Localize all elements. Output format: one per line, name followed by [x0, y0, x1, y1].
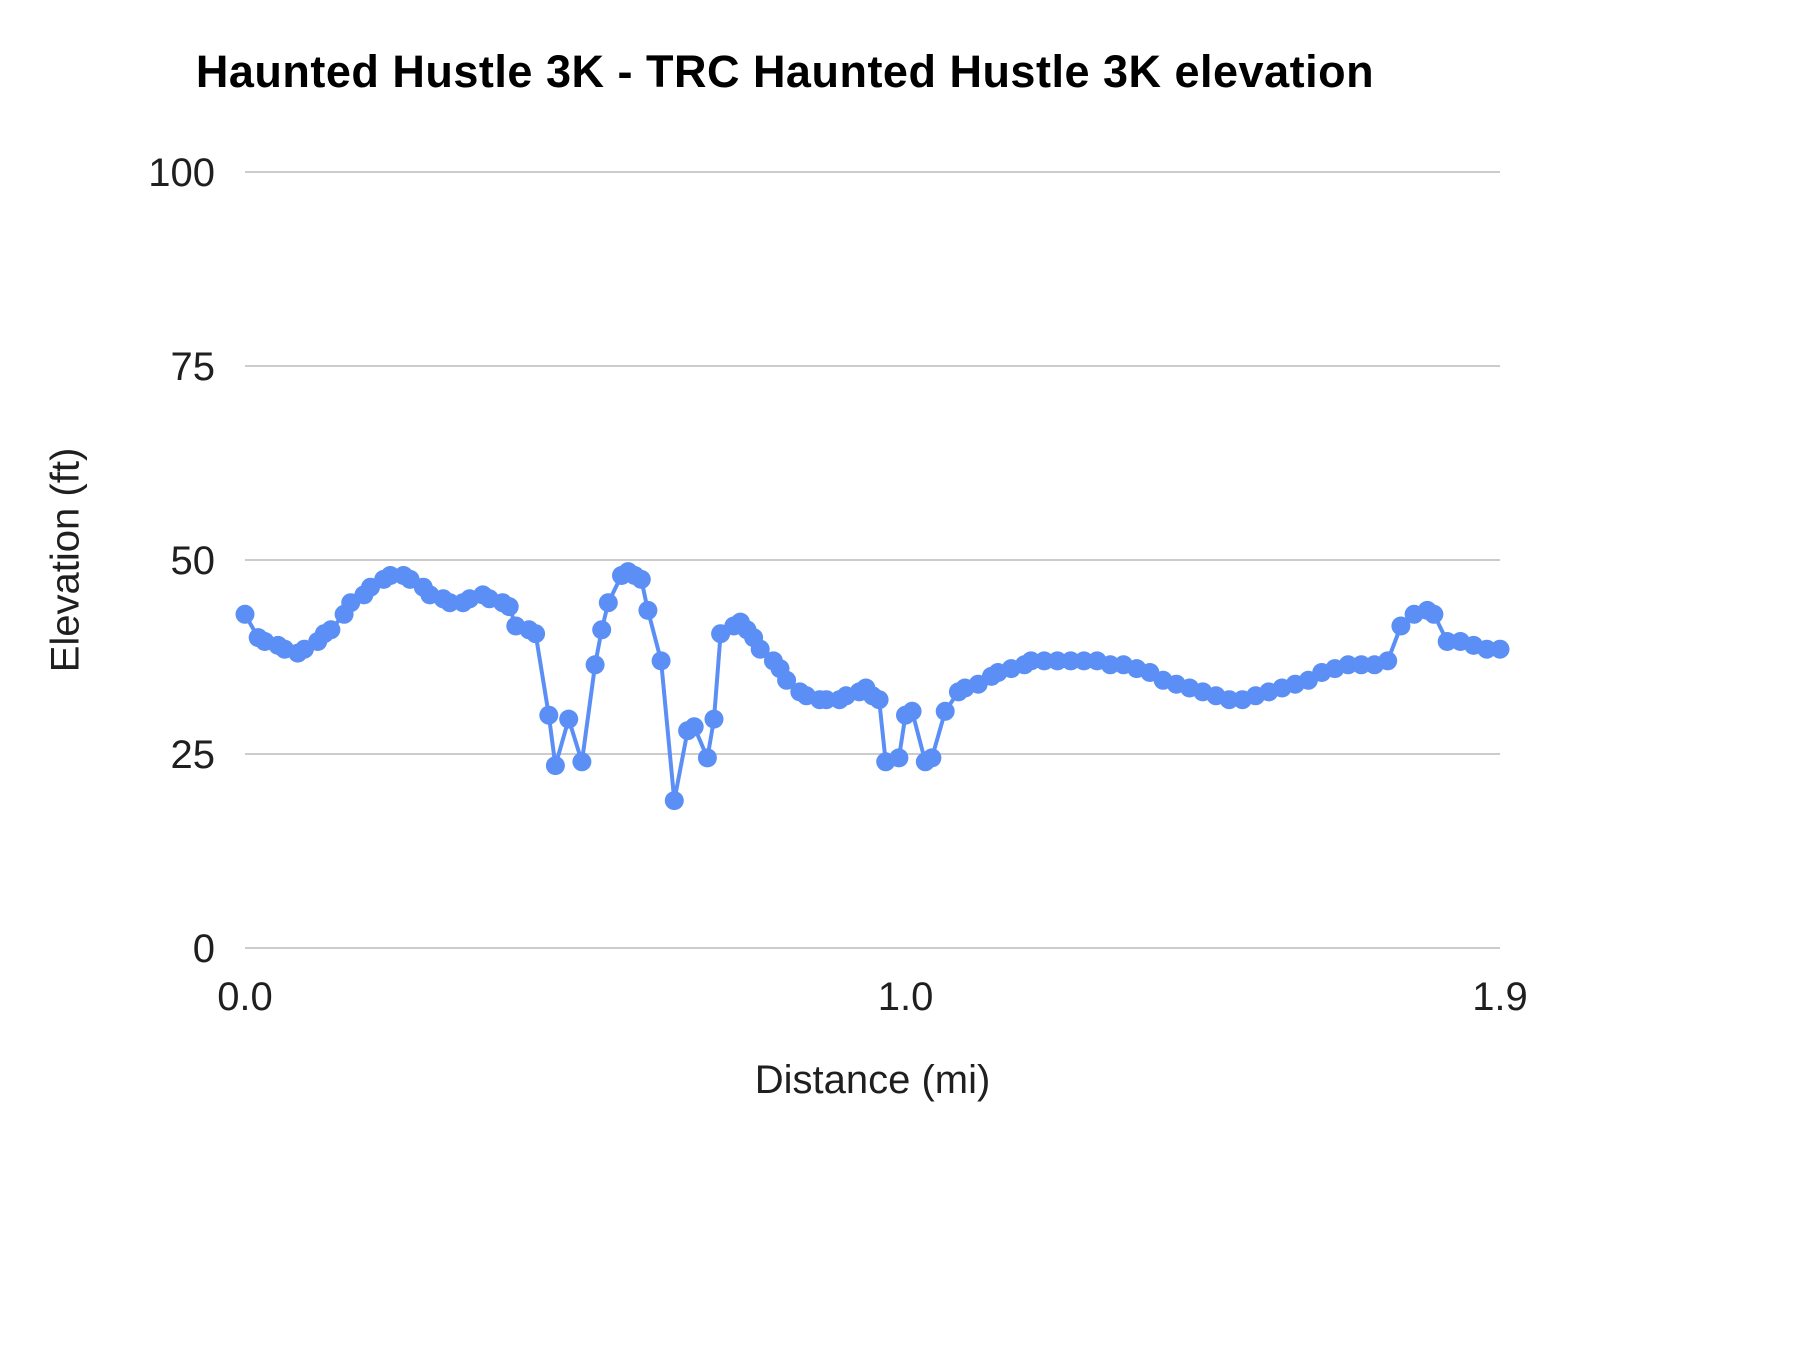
data-point — [440, 593, 460, 613]
data-point — [664, 791, 684, 811]
data-point — [935, 701, 955, 721]
data-point — [869, 690, 889, 710]
data-point — [1477, 639, 1497, 659]
data-point — [1021, 651, 1041, 671]
data-point — [1351, 655, 1371, 675]
data-point — [922, 748, 942, 768]
y-tick-label: 75 — [171, 345, 216, 389]
data-point — [750, 639, 770, 659]
data-point — [1378, 651, 1398, 671]
data-point — [1338, 655, 1358, 675]
data-point — [1061, 651, 1081, 671]
data-point — [889, 748, 909, 768]
data-point — [1034, 651, 1054, 671]
data-point — [572, 752, 592, 772]
data-point — [321, 620, 341, 640]
data-point — [697, 748, 717, 768]
data-point — [1424, 604, 1444, 624]
data-point — [598, 593, 618, 613]
data-point — [1074, 651, 1094, 671]
data-point — [499, 597, 519, 617]
data-point — [816, 690, 836, 710]
data-point — [651, 651, 671, 671]
data-point — [539, 705, 559, 725]
data-point — [545, 756, 565, 776]
data-point — [235, 604, 255, 624]
data-point — [1047, 651, 1067, 671]
x-axis-title: Distance (mi) — [754, 1058, 991, 1102]
data-point — [526, 624, 546, 644]
data-point — [1391, 616, 1411, 636]
y-axis-title: Elevation (ft) — [43, 447, 88, 673]
data-point — [684, 717, 704, 737]
data-point — [1437, 632, 1457, 651]
data-point — [902, 701, 922, 721]
data-point — [592, 620, 612, 640]
x-tick-label: 1.9 — [1472, 975, 1528, 1019]
x-tick-label: 0.0 — [217, 975, 273, 1019]
chart-title: Haunted Hustle 3K - TRC Haunted Hustle 3… — [195, 46, 1375, 97]
data-point — [1219, 690, 1239, 710]
data-point — [631, 569, 651, 589]
data-point — [1490, 639, 1510, 659]
data-point — [704, 709, 724, 729]
y-tick-label: 25 — [171, 733, 216, 777]
y-tick-label: 100 — [148, 151, 215, 195]
data-point — [777, 670, 797, 690]
data-point — [585, 655, 605, 675]
y-tick-label: 50 — [171, 539, 216, 583]
y-tick-label: 0 — [193, 927, 215, 971]
x-tick-label: 1.0 — [878, 975, 934, 1019]
data-point — [559, 709, 579, 729]
data-point — [638, 600, 658, 620]
data-point — [380, 566, 400, 585]
data-point — [1100, 655, 1120, 675]
